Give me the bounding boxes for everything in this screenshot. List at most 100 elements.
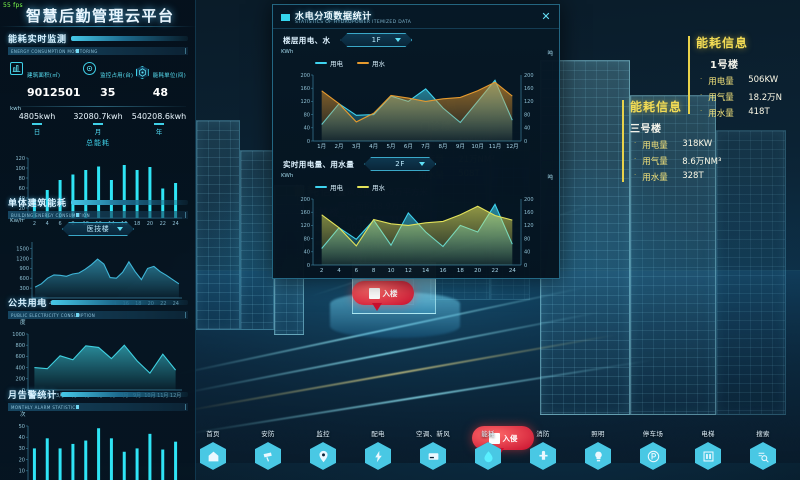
svg-text:200: 200 [524, 197, 534, 203]
floor-select-1f[interactable]: 1F [340, 33, 412, 47]
modal-chart1-wrap: KWh 吨 用电 用水 0 0 40 40 80 80 120 120 160 160 200 200… [273, 47, 559, 155]
info-row-key: 用电量 [708, 77, 734, 87]
floor-select-2f-value: 2F [395, 160, 405, 168]
svg-text:4月: 4月 [369, 143, 378, 150]
info-row-value: 418T [748, 107, 770, 117]
chart-monthly-alarm: 010203040501月2月3月4月5月6月7月8月9月10月11月12月 [19, 424, 178, 480]
building-block [630, 95, 716, 415]
svg-text:12: 12 [405, 268, 412, 274]
svg-text:22: 22 [160, 221, 166, 227]
info-row: · 用水量 418T [700, 107, 770, 119]
info-panel-building: 1号楼 [710, 60, 739, 71]
svg-text:30: 30 [19, 446, 25, 452]
chart1-y-unit: kwh [10, 106, 22, 112]
svg-text:50: 50 [19, 424, 25, 430]
svg-text:0: 0 [307, 263, 310, 269]
chart-modal-floor: 0 0 40 40 80 80 120 120 160 160 200 200 1月 2月 3月 4月 5月 6月… [300, 73, 534, 150]
section-subtitle: MONTHLY ALARM STATISTICS [8, 403, 188, 411]
svg-text:0: 0 [22, 388, 25, 394]
section-subtitle: PUBLIC ELECTRICITY CONSUMPTION [8, 311, 188, 319]
nav-item-cctv[interactable]: 安防 [245, 428, 291, 470]
close-icon[interactable]: ✕ [541, 10, 551, 23]
svg-text:800: 800 [15, 343, 25, 349]
nav-item-elevator[interactable]: 电梯 [685, 428, 731, 470]
nav-item-label: 消防 [536, 430, 550, 438]
svg-text:40: 40 [19, 435, 25, 441]
legend-item: 用电 [315, 182, 343, 192]
info-panel-heading: 能耗信息 [630, 100, 683, 114]
floor-select-2f[interactable]: 2F [364, 157, 436, 171]
svg-text:1000: 1000 [12, 332, 25, 338]
svg-text:5月: 5月 [387, 143, 396, 150]
svg-text:24: 24 [509, 268, 516, 274]
info-row-key: 用水量 [708, 109, 734, 119]
svg-text:6月: 6月 [404, 143, 413, 150]
info-panel-heading: 能耗信息 [696, 36, 749, 50]
subtitle-marker [76, 405, 79, 409]
camera-count-icon [83, 62, 97, 75]
chevron-down-icon [395, 38, 401, 42]
modal-marker-icon [281, 14, 290, 21]
svg-text:120: 120 [300, 223, 310, 229]
nav-item-label: 能耗 [481, 430, 495, 438]
hvac-icon [420, 442, 446, 470]
home-icon [200, 442, 226, 470]
section-subtitle: BUILDING ENERGY CONSUMPTION [8, 211, 188, 219]
svg-text:80: 80 [304, 236, 310, 242]
modal-chart2-legend: 用电 用水 [315, 182, 385, 192]
nav-item-search[interactable]: 搜索 [740, 428, 786, 470]
legend-item: 用水 [357, 182, 385, 192]
svg-text:40: 40 [304, 250, 310, 256]
svg-text:600: 600 [15, 354, 25, 360]
title-divider [0, 26, 196, 27]
nav-item-home[interactable]: 首页 [190, 428, 236, 470]
nav-item-location-pin[interactable]: 监控 [300, 428, 346, 470]
svg-text:120: 120 [524, 99, 534, 105]
info-row-value: 506KW [748, 75, 779, 85]
nav-item-fire-hydrant[interactable]: 消防 [520, 428, 566, 470]
svg-text:20: 20 [474, 268, 481, 274]
fire-hydrant-icon [530, 442, 556, 470]
legend-label: 用电 [330, 184, 343, 192]
svg-text:100: 100 [15, 166, 25, 172]
nav-item-label: 配电 [371, 430, 385, 438]
kpi-label: 建筑面积(㎡) [27, 73, 61, 79]
nav-item-label: 首页 [206, 430, 220, 438]
building-block [196, 120, 240, 330]
modal-row2-label: 实时用电量、用水量 [283, 159, 355, 169]
chart2-y-unit: Kw/h [10, 218, 24, 224]
nav-item-hvac[interactable]: 空调、新风 [410, 428, 456, 470]
building-block [716, 130, 786, 415]
nav-item-bolt[interactable]: 配电 [355, 428, 401, 470]
svg-text:1200: 1200 [16, 256, 29, 262]
section-subtitle-text: MONTHLY ALARM STATISTICS [11, 404, 79, 410]
svg-text:80: 80 [524, 236, 530, 242]
section-bar [51, 300, 188, 305]
floor-select-1f-value: 1F [371, 36, 382, 44]
marker-label: 入楼 [382, 288, 398, 298]
legend-label: 用电 [330, 60, 343, 68]
svg-text:40: 40 [304, 126, 310, 132]
svg-text:600: 600 [19, 276, 29, 282]
modal-row-2: 实时用电量、用水量 2F [273, 155, 559, 171]
svg-text:60: 60 [19, 186, 25, 192]
svg-text:0: 0 [524, 139, 527, 145]
section-header: 能耗实时监测 [8, 32, 188, 45]
svg-text:160: 160 [300, 86, 310, 92]
svg-text:10月: 10月 [471, 143, 484, 150]
nav-item-label: 停车场 [642, 430, 664, 438]
total-value: 32080.7kwh [73, 112, 123, 121]
svg-text:200: 200 [300, 73, 310, 79]
info-row-key: 用电量 [642, 141, 668, 151]
modal-chart1-legend: 用电 用水 [315, 58, 385, 68]
nav-item-parking[interactable]: 停车场 [630, 428, 676, 470]
nav-item-droplet[interactable]: 能耗 [465, 428, 511, 470]
nav-item-lamp[interactable]: 照明 [575, 428, 621, 470]
svg-text:10: 10 [19, 469, 25, 475]
map-marker-entry[interactable]: 入楼 [352, 281, 414, 311]
building-select[interactable]: 医技楼 [62, 222, 134, 236]
svg-text:200: 200 [524, 73, 534, 79]
section-monthly-alarm: 月告警统计 MONTHLY ALARM STATISTICS 次 0 10 20 30… [8, 388, 188, 480]
total-daily: 4805kwh 日 [8, 112, 66, 136]
